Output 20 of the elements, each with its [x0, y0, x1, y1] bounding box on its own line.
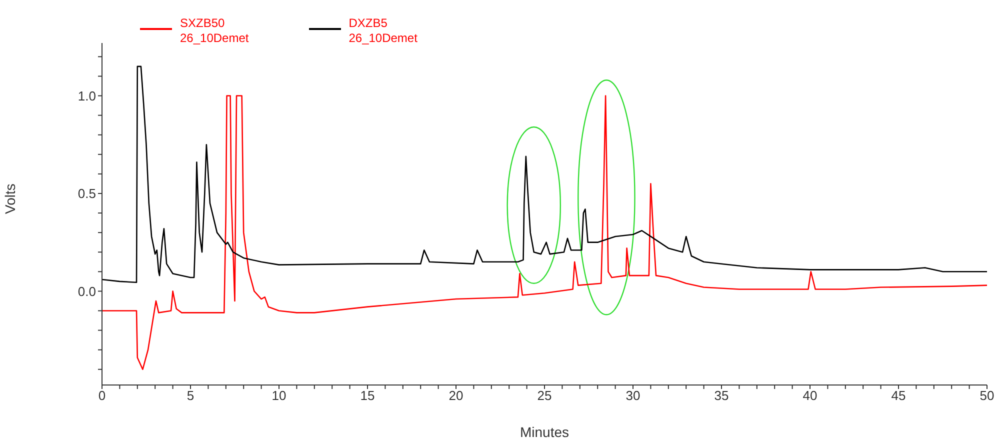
y-axis-title: Volts: [2, 184, 18, 214]
x-tick-label: 5: [186, 388, 194, 404]
x-tick-label: 50: [980, 388, 994, 404]
legend-label: DXZB5 26_10Demet: [348, 16, 418, 46]
y-tick-label: 1.0: [78, 88, 96, 104]
x-tick-label: 10: [272, 388, 286, 404]
y-tick-label: 0.5: [78, 186, 96, 202]
legend-label: SXZB50 26_10Demet: [180, 16, 249, 46]
x-tick-label: 40: [802, 388, 818, 404]
line-series: [102, 95, 987, 370]
x-tick-label: 15: [360, 388, 375, 404]
x-tick-label: 30: [626, 388, 640, 404]
y-tick-label: 0.0: [78, 284, 96, 299]
x-tick-label: 45: [891, 388, 906, 404]
x-tick-label: 20: [448, 388, 464, 404]
line-series: [102, 66, 987, 284]
x-tick-label: 35: [714, 388, 729, 404]
x-tick-label: 0: [98, 388, 106, 404]
x-axis-title: Minutes: [520, 424, 570, 439]
x-tick-label: 25: [537, 388, 552, 404]
